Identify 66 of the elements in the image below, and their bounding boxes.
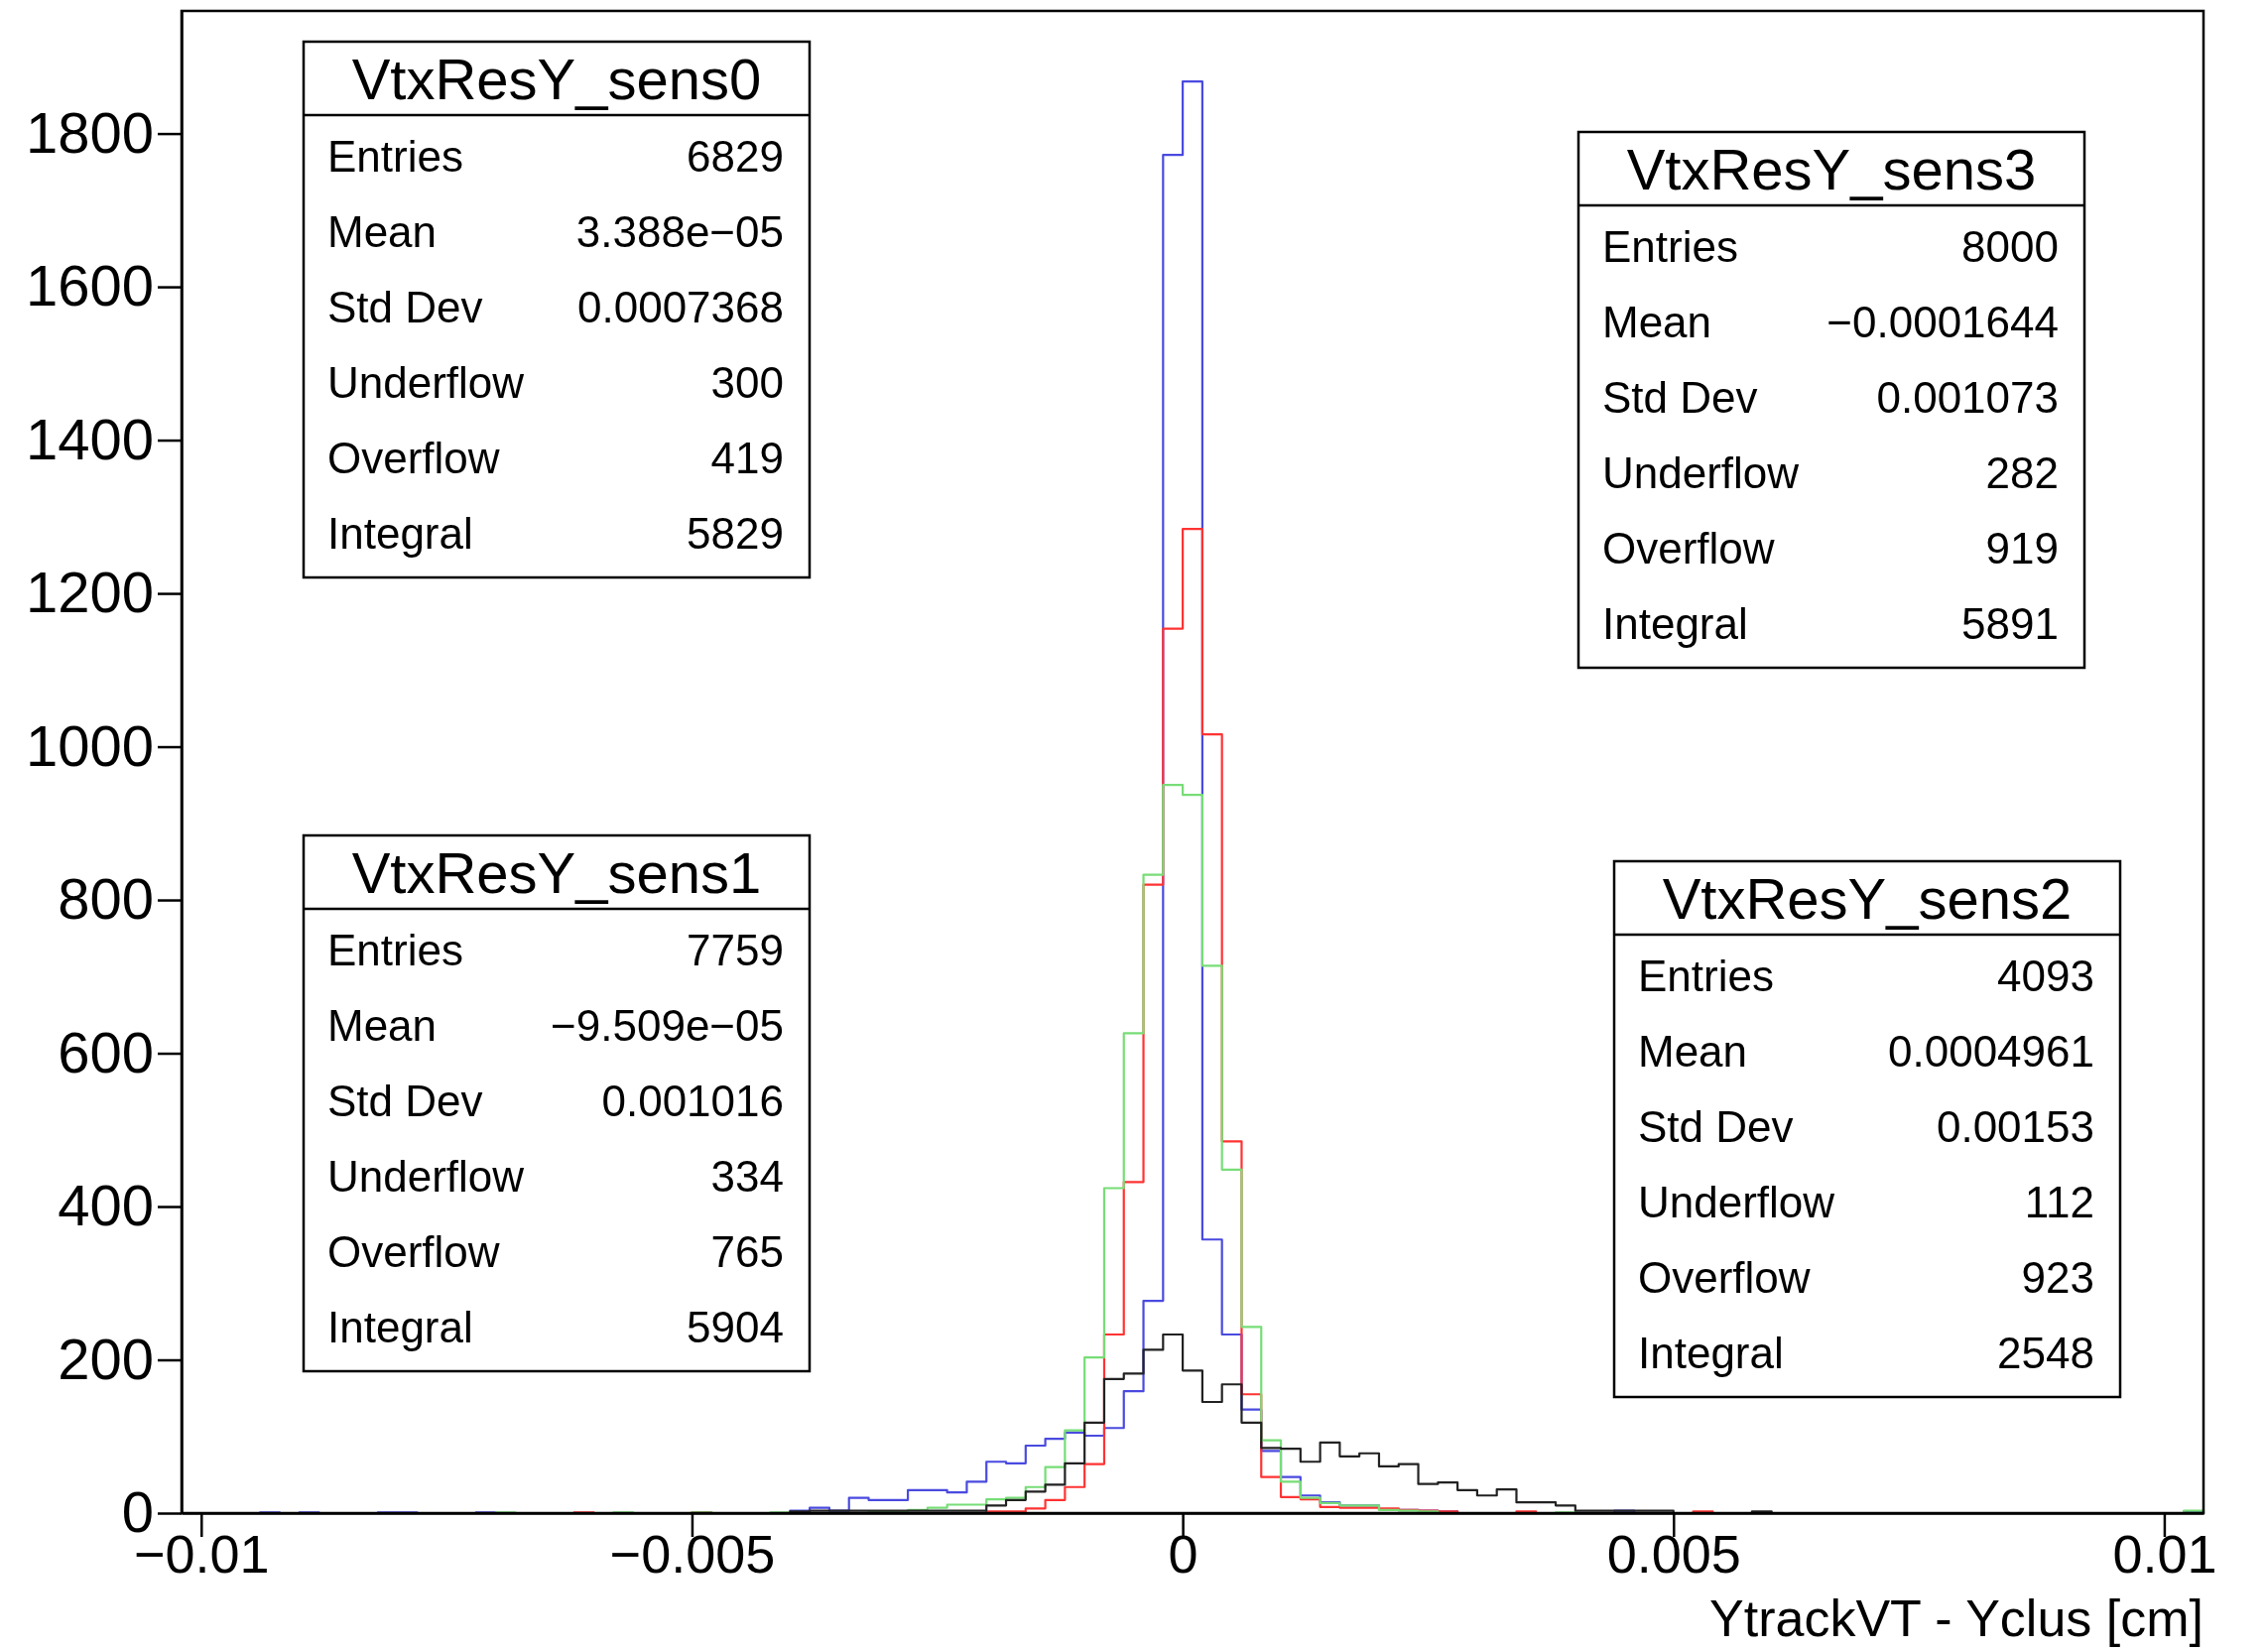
annotation: −0.0001644 [1826,298,2059,347]
annotation: 334 [710,1152,784,1202]
annotation: VtxResY_sens2 [1662,865,2073,931]
annotation: Mean [1638,1027,1748,1077]
annotation: 3.388e−05 [575,207,784,257]
y-tick-label: 1800 [25,99,154,165]
annotation: Integral [327,509,473,559]
annotation: Overflow [327,434,500,483]
annotation: 0.001073 [1876,373,2059,423]
annotation: 4093 [1997,952,2094,1001]
y-tick-label: 200 [58,1326,154,1391]
y-tick-label: 600 [58,1019,154,1084]
annotation: Entries [327,926,463,975]
annotation: Entries [1638,952,1774,1001]
annotation: 765 [710,1227,784,1277]
annotation: 5904 [687,1303,784,1352]
y-tick-label: 1000 [25,712,154,778]
annotation: Mean [1602,298,1712,347]
annotation: Underflow [327,358,525,408]
annotation: VtxResY_sens0 [351,46,762,111]
annotation: 6829 [687,132,784,182]
annotation: Underflow [1638,1178,1835,1227]
annotation: VtxResY_sens1 [351,839,762,905]
annotation: 282 [1985,448,2059,498]
annotation: 2548 [1997,1329,2094,1378]
annotation: Overflow [1602,524,1775,573]
y-tick-label: 400 [58,1173,154,1238]
annotation: Integral [327,1303,473,1352]
annotation: 112 [2024,1178,2094,1227]
annotation: Std Dev [1602,373,1758,423]
y-tick-label: 1600 [25,253,154,318]
annotation: −9.509e−05 [551,1001,784,1051]
annotation: Std Dev [327,283,483,332]
x-tick-label: −0.005 [609,1524,776,1585]
annotation: Entries [327,132,463,182]
annotation: 0.0007368 [577,283,784,332]
annotation: Overflow [327,1227,500,1277]
x-tick-label: 0.005 [1606,1524,1741,1585]
annotation: Mean [327,1001,438,1051]
annotation: 0.001016 [601,1077,784,1126]
annotation: 919 [1985,524,2059,573]
annotation: Underflow [327,1152,525,1202]
annotation: 0.00153 [1936,1102,2094,1152]
x-axis-title: YtrackVT - Yclus [cm] [1709,1589,2203,1647]
y-tick-label: 1200 [25,560,154,625]
annotation: 300 [710,358,784,408]
annotation: 5829 [687,509,784,559]
annotation: Integral [1602,599,1748,649]
annotation: Underflow [1602,448,1800,498]
annotation: 8000 [1961,222,2059,272]
annotation: 419 [710,434,784,483]
annotation: VtxResY_sens3 [1626,136,2037,201]
annotation: Overflow [1638,1253,1811,1303]
annotation: Std Dev [327,1077,483,1126]
annotation: Entries [1602,222,1738,272]
annotation: Integral [1638,1329,1784,1378]
annotation: 0.0004961 [1888,1027,2094,1077]
annotation: Mean [327,207,438,257]
annotation: Std Dev [1638,1102,1794,1152]
y-tick-label: 1400 [25,406,154,471]
y-tick-label: 800 [58,866,154,932]
x-tick-label: 0.01 [2112,1524,2217,1585]
x-tick-label: 0 [1168,1524,1198,1585]
annotation: 5891 [1961,599,2059,649]
annotation: 7759 [687,926,784,975]
annotation: 923 [2021,1253,2094,1303]
